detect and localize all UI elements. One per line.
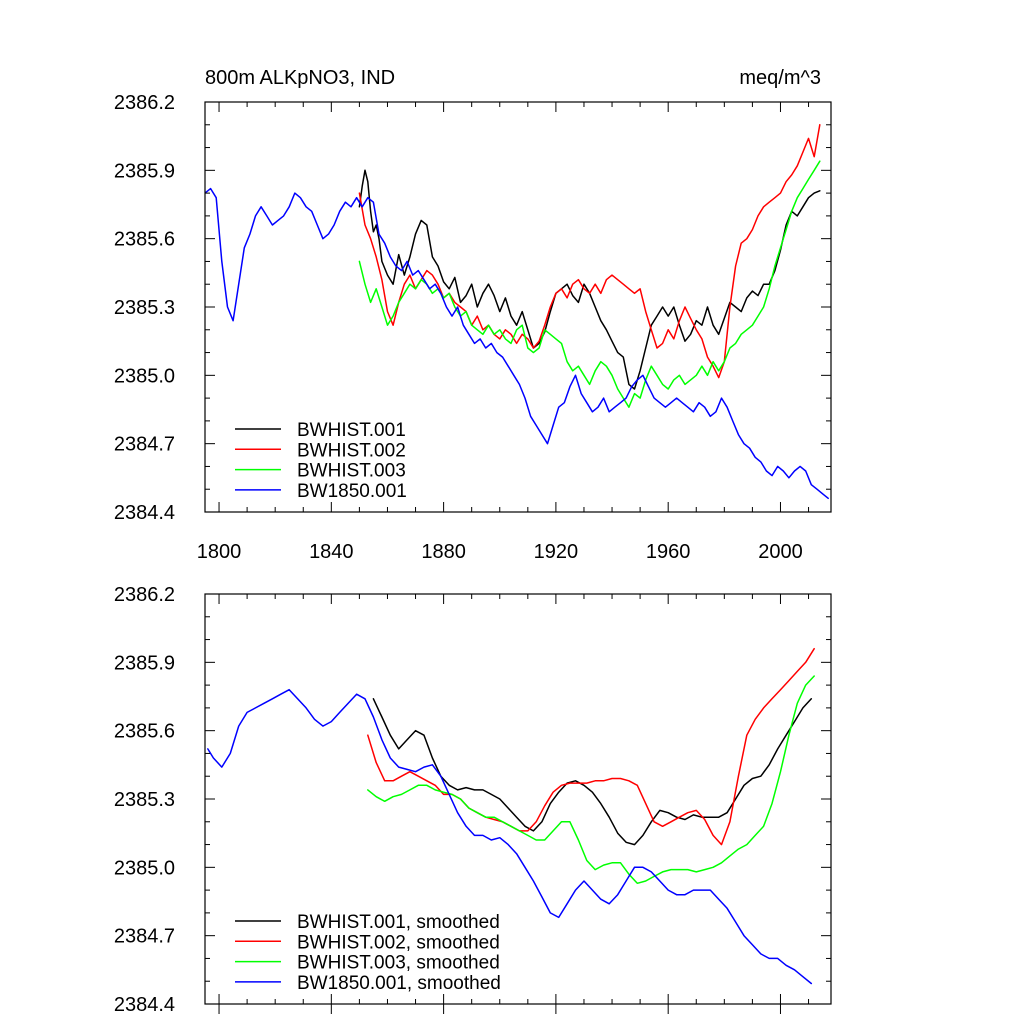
legend-label: BWHIST.001, smoothed bbox=[297, 912, 500, 933]
chart-panel-1: 2384.4 2384.7 2385.0 2385.3 2385.6 2385.9 2386… bbox=[114, 67, 832, 563]
y-tick-label: 2385.0 bbox=[114, 857, 175, 879]
legend-label: BW1850.001 bbox=[297, 481, 407, 502]
x-tick-label: 1840 bbox=[309, 541, 354, 563]
series-line-3 bbox=[367, 675, 815, 885]
legend-label: BW1850.001, smoothed bbox=[297, 973, 501, 994]
series-line-2 bbox=[358, 124, 821, 379]
y-tick-label: 2385.6 bbox=[114, 721, 175, 743]
x-tick-label: 1960 bbox=[646, 541, 691, 563]
y-tick-label: 2385.9 bbox=[114, 652, 175, 674]
y-tick-label: 2385.3 bbox=[114, 297, 175, 319]
series-line-3 bbox=[358, 160, 821, 408]
legend-label: BWHIST.002, smoothed bbox=[297, 932, 500, 953]
y-tick-label: 2384.7 bbox=[114, 926, 175, 948]
chart-title-right: meq/m^3 bbox=[739, 67, 821, 89]
y-tick-label: 2386.2 bbox=[114, 584, 175, 606]
chart-panel-2: 2384.4 2384.7 2385.0 2385.3 2385.6 2385.9 2386… bbox=[114, 584, 832, 1016]
y-tick-label: 2385.9 bbox=[114, 160, 175, 182]
y-tick-label: 2384.4 bbox=[114, 994, 175, 1016]
series-line-1 bbox=[372, 698, 813, 846]
x-tick-label: 1920 bbox=[534, 541, 579, 563]
legend-label: BWHIST.003 bbox=[297, 461, 406, 482]
series-line-4 bbox=[205, 187, 829, 500]
series-group bbox=[207, 647, 815, 985]
series-line-1 bbox=[358, 169, 821, 390]
x-tick-label: 1800 bbox=[197, 541, 242, 563]
y-tick-label: 2385.3 bbox=[114, 789, 175, 811]
legend-label: BWHIST.003, smoothed bbox=[297, 953, 500, 974]
y-tick-label: 2385.6 bbox=[114, 229, 175, 251]
y-tick-label: 2384.7 bbox=[114, 434, 175, 456]
legend-label: BWHIST.001 bbox=[297, 420, 406, 441]
series-group bbox=[205, 124, 829, 500]
x-tick-label: 1880 bbox=[421, 541, 466, 563]
series-line-2 bbox=[367, 647, 815, 846]
chart-title-left: 800m ALKpNO3, IND bbox=[205, 67, 395, 89]
y-tick-label: 2384.4 bbox=[114, 502, 175, 524]
legend-label: BWHIST.002 bbox=[297, 440, 406, 461]
y-tick-label: 2386.2 bbox=[114, 92, 175, 114]
series-line-4 bbox=[207, 688, 813, 985]
x-tick-label: 2000 bbox=[758, 541, 803, 563]
y-tick-label: 2385.0 bbox=[114, 365, 175, 387]
